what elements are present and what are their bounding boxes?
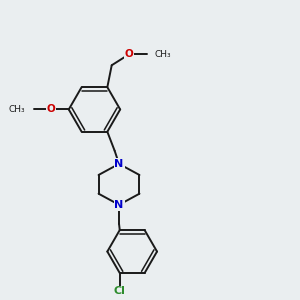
Text: N: N [114, 159, 124, 169]
Text: N: N [114, 200, 124, 210]
Text: CH₃: CH₃ [9, 105, 26, 114]
Text: CH₃: CH₃ [154, 50, 171, 59]
Text: Cl: Cl [114, 286, 126, 296]
Text: O: O [47, 104, 56, 115]
Text: O: O [125, 49, 134, 59]
